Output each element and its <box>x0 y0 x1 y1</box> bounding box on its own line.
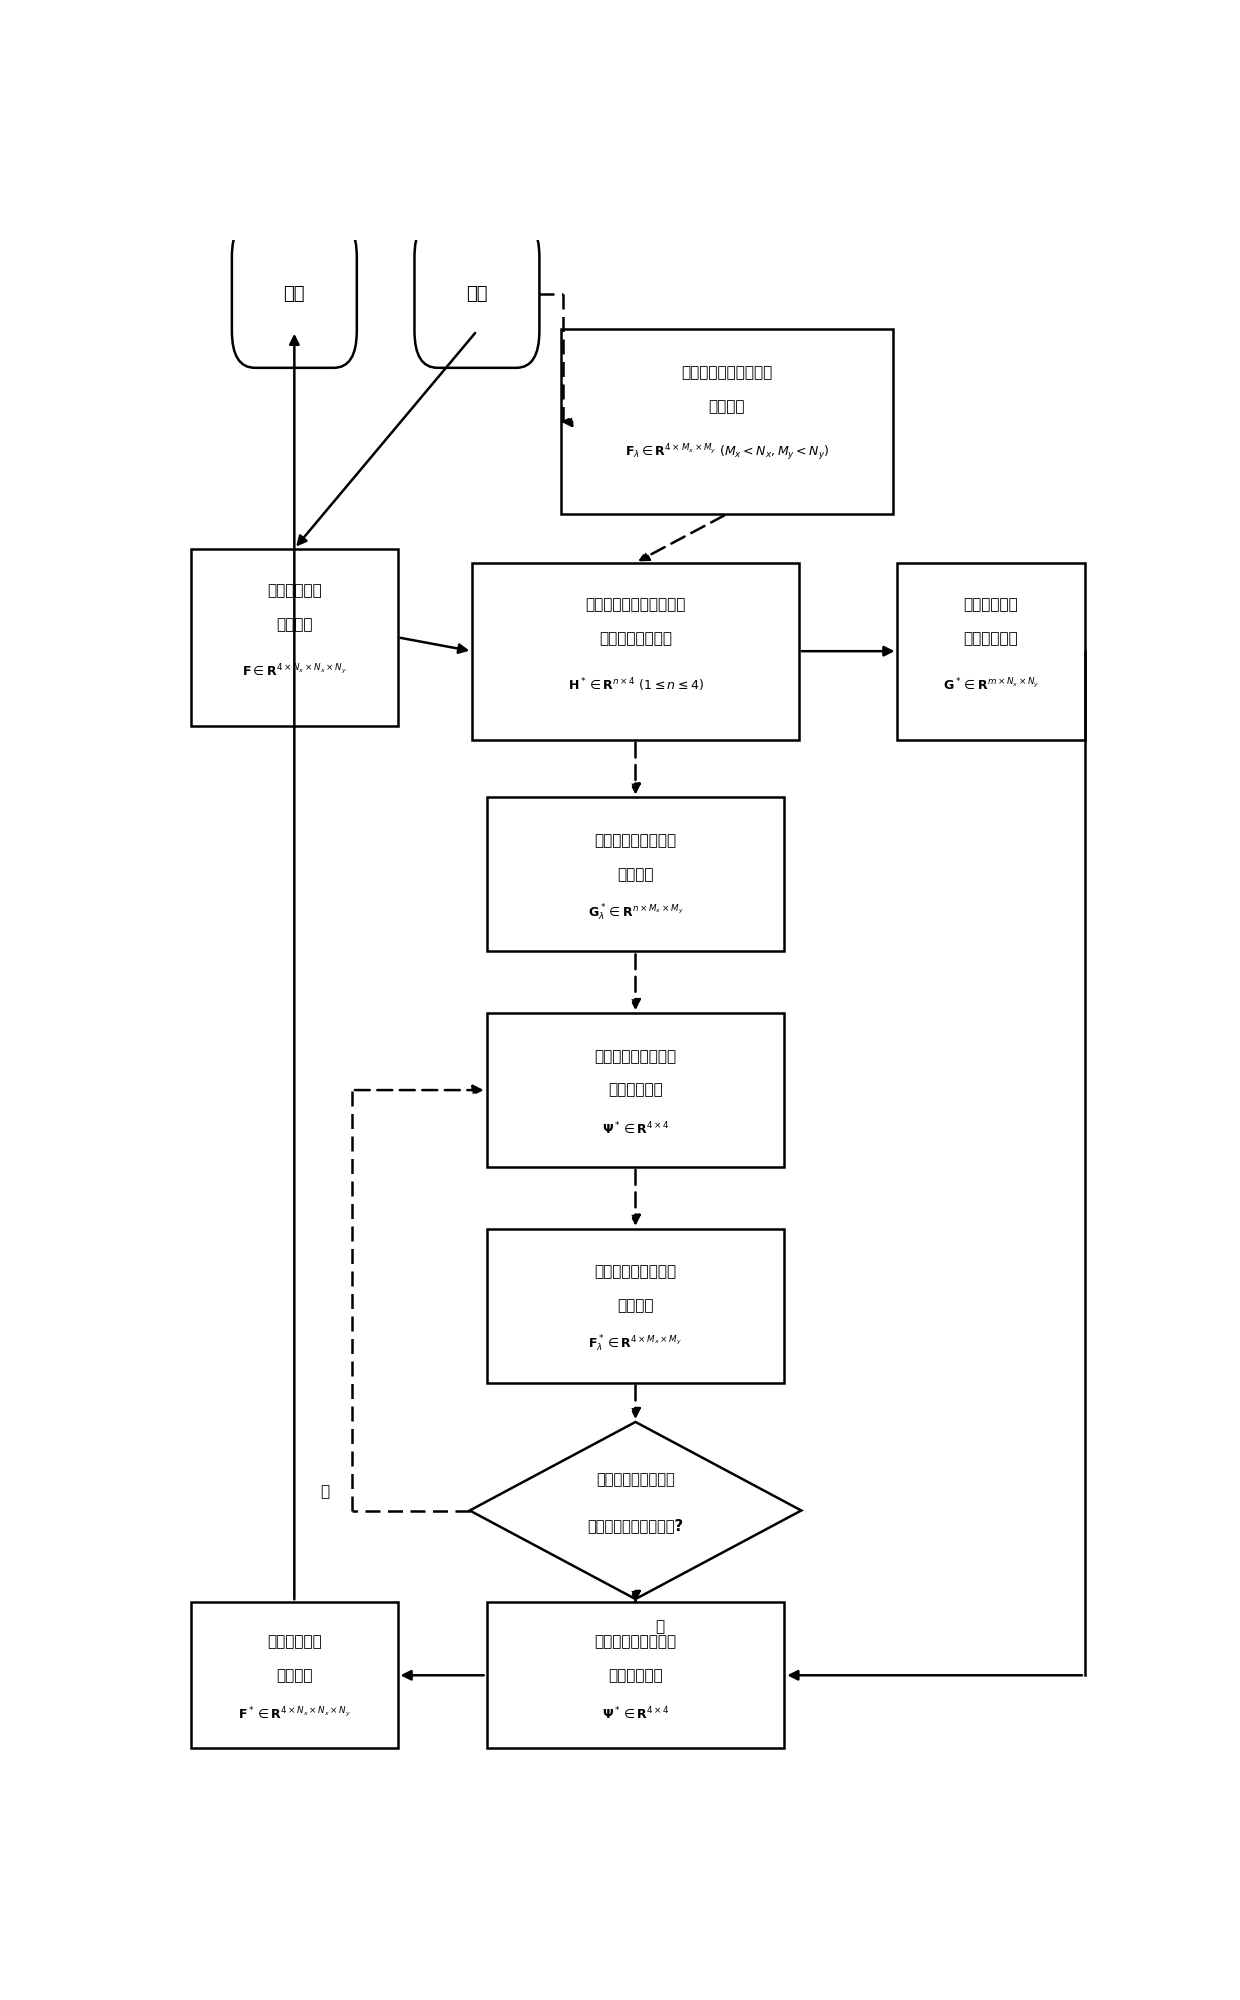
Text: 获得该波段的全偏振: 获得该波段的全偏振 <box>594 834 677 848</box>
Text: 已知任一波段的全偏振: 已知任一波段的全偏振 <box>681 364 773 380</box>
Text: 重构高光谱全: 重构高光谱全 <box>267 1634 321 1648</box>
Text: 进行某组偏振调制: 进行某组偏振调制 <box>599 632 672 646</box>
Text: $\mathbf{H}^*\in\mathbf{R}^{n\times 4}$ $(1\leq n\leq 4)$: $\mathbf{H}^*\in\mathbf{R}^{n\times 4}$ … <box>568 676 703 694</box>
Text: 偏振图像: 偏振图像 <box>277 1668 312 1682</box>
Bar <box>191 1602 398 1748</box>
Bar <box>560 330 893 514</box>
Text: $\mathbf{F}\in\mathbf{R}^{4\times N_x\times N_x\times N_y}$: $\mathbf{F}\in\mathbf{R}^{4\times N_x\ti… <box>242 662 347 680</box>
Text: 否: 否 <box>320 1484 330 1500</box>
Text: 局部图像: 局部图像 <box>618 1298 653 1314</box>
Bar <box>486 1014 785 1168</box>
Text: $\mathbf{\Psi}^*\in\mathbf{R}^{4\times 4}$: $\mathbf{\Psi}^*\in\mathbf{R}^{4\times 4… <box>601 1706 670 1722</box>
Text: $\mathbf{G}^*\in\mathbf{R}^{m\times N_x\times N_y}$: $\mathbf{G}^*\in\mathbf{R}^{m\times N_x\… <box>942 676 1039 694</box>
Text: 重构图像满足一定条件?: 重构图像满足一定条件? <box>588 1518 683 1534</box>
Text: 偏振维稀疏基: 偏振维稀疏基 <box>608 1082 663 1098</box>
Text: $\mathbf{G}_{\lambda}^*\in\mathbf{R}^{n\times M_x\times M_y}$: $\mathbf{G}_{\lambda}^*\in\mathbf{R}^{n\… <box>588 902 683 924</box>
Text: 开始: 开始 <box>466 284 487 302</box>
Text: 待测高光谱全: 待测高光谱全 <box>267 584 321 598</box>
Bar <box>472 562 799 740</box>
Text: 偏振维稀疏基: 偏振维稀疏基 <box>608 1668 663 1682</box>
Text: $\mathbf{\Psi}^*\in\mathbf{R}^{4\times 4}$: $\mathbf{\Psi}^*\in\mathbf{R}^{4\times 4… <box>601 1120 670 1136</box>
Text: $\mathbf{F}^*\in\mathbf{R}^{4\times N_x\times N_x\times N_y}$: $\mathbf{F}^*\in\mathbf{R}^{4\times N_x\… <box>238 1706 351 1722</box>
Text: 达到最大迭代次数或: 达到最大迭代次数或 <box>596 1472 675 1488</box>
Text: 结束: 结束 <box>284 284 305 302</box>
FancyBboxPatch shape <box>414 220 539 368</box>
Text: $\mathbf{F}_{\lambda}\in\mathbf{R}^{4\times M_x\times M_y}$ $(M_x<N_x, M_y<N_y)$: $\mathbf{F}_{\lambda}\in\mathbf{R}^{4\ti… <box>625 442 830 462</box>
Text: $\mathbf{F}_{\lambda}^*\in\mathbf{R}^{4\times M_x\times M_y}$: $\mathbf{F}_{\lambda}^*\in\mathbf{R}^{4\… <box>589 1334 682 1354</box>
FancyBboxPatch shape <box>232 220 357 368</box>
Text: 粒子群算法迭代优化: 粒子群算法迭代优化 <box>594 1048 677 1064</box>
Bar <box>486 798 785 952</box>
Bar <box>898 562 1085 740</box>
Text: 偏振图像: 偏振图像 <box>277 618 312 632</box>
Text: 重构该波段的全偏振: 重构该波段的全偏振 <box>594 1264 677 1280</box>
Bar <box>486 1602 785 1748</box>
Text: 获得高光谱全: 获得高光谱全 <box>963 598 1018 612</box>
Polygon shape <box>470 1422 801 1600</box>
Bar <box>486 1228 785 1382</box>
Text: 是: 是 <box>655 1620 665 1634</box>
Text: 偏振压缩图像: 偏振压缩图像 <box>963 632 1018 646</box>
Text: 获得该组偏振调制的: 获得该组偏振调制的 <box>594 1634 677 1648</box>
Text: 压缩图像: 压缩图像 <box>618 866 653 882</box>
Text: 四分之一波片与线偏振片: 四分之一波片与线偏振片 <box>585 598 686 612</box>
Bar <box>191 548 398 726</box>
Text: 局部图像: 局部图像 <box>708 398 745 414</box>
